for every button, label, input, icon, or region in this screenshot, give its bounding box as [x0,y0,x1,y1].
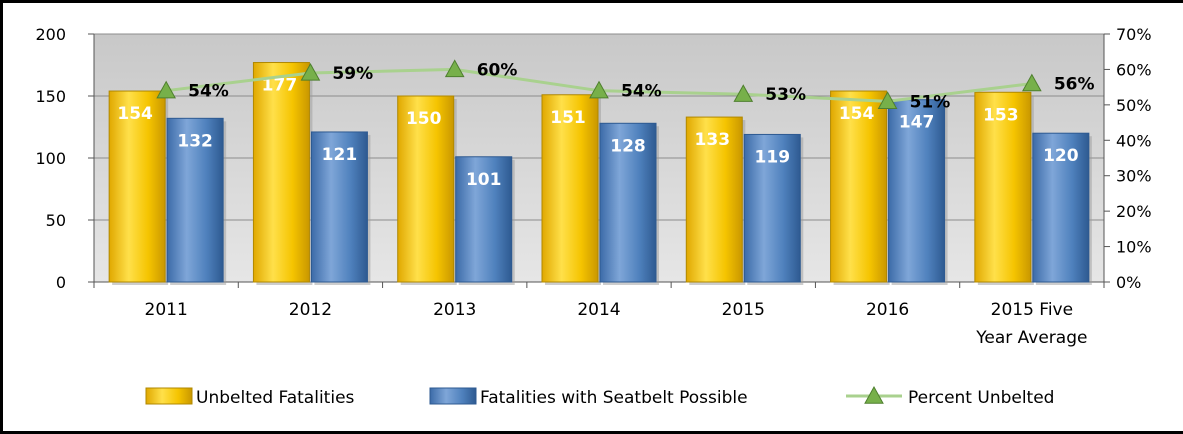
x-tick-label: 2016 [866,300,909,320]
marker-percent-unbelted [156,80,176,99]
y-right-tick-label: 30% [1116,167,1152,186]
y-right-tick-label: 70% [1116,25,1152,44]
y-right-tick-label: 60% [1116,60,1152,79]
marker-percent-unbelted [444,59,465,78]
data-label-seatbelt-possible: 147 [899,113,935,133]
marker-percent-unbelted [733,84,754,102]
marker-percent-unbelted [877,91,898,110]
bar-unbelted [685,116,743,283]
bar-seatbelt-possible [455,156,513,283]
data-label-seatbelt-possible: 132 [177,131,213,151]
data-label-percent-unbelted: 59% [332,64,373,84]
y-right-tick-label: 40% [1116,131,1152,150]
bar-unbelted [397,95,455,283]
data-label-percent-unbelted: 54% [621,82,662,102]
data-label-unbelted: 153 [983,105,1019,125]
data-label-unbelted: 177 [262,76,298,96]
bar-seatbelt-possible [310,131,368,283]
y-right-tick-label: 20% [1116,202,1152,221]
data-label-unbelted: 154 [117,104,153,124]
x-tick-label: 2015 Five Year Average [975,300,1087,348]
x-tick-label: 2012 [289,300,332,320]
y-left-tick-label: 50 [46,211,66,230]
data-label-unbelted: 154 [839,104,875,124]
data-label-seatbelt-possible: 128 [610,136,646,156]
marker-percent-unbelted [300,62,321,81]
y-right-tick-label: 10% [1116,238,1152,257]
data-label-unbelted: 151 [550,108,586,128]
data-label-percent-unbelted: 54% [188,82,229,102]
y-left-tick-label: 0 [56,273,66,292]
legend-label-seatbelt-possible: Fatalities with Seatbelt Possible [480,388,748,408]
y-right-tick-label: 50% [1116,96,1152,115]
legend-label-unbelted: Unbelted Fatalities [196,388,355,408]
data-label-seatbelt-possible: 119 [755,147,791,167]
legend-label-percent-unbelted: Percent Unbelted [908,388,1054,408]
y-right-tick-label: 0% [1116,273,1141,292]
data-label-percent-unbelted: 56% [1054,75,1095,95]
marker-percent-unbelted [1022,73,1042,92]
bar-seatbelt-possible [166,117,224,283]
y-left-tick-label: 150 [35,87,66,106]
bar-seatbelt-possible [888,99,946,283]
data-label-seatbelt-possible: 101 [466,170,502,190]
bar-unbelted [541,94,599,283]
bar-unbelted [830,90,888,283]
data-label-seatbelt-possible: 121 [322,145,358,165]
bar-seatbelt-possible [743,133,801,283]
legend-swatch-seatbelt-possible [429,387,477,405]
x-tick-label: 2011 [145,300,188,320]
y-left-tick-label: 100 [35,149,66,168]
legend-marker-percent-unbelted [864,385,884,404]
legend-swatch-unbelted [145,387,193,405]
bar-seatbelt-possible [1032,132,1090,283]
bar-unbelted [974,91,1032,283]
x-tick-label: 2013 [433,300,476,320]
marker-percent-unbelted [589,80,609,99]
data-label-percent-unbelted: 53% [765,85,806,105]
data-label-seatbelt-possible: 120 [1043,146,1079,166]
data-label-unbelted: 150 [406,109,442,129]
bar-unbelted [108,90,166,283]
data-label-percent-unbelted: 60% [477,60,518,80]
bar-seatbelt-possible [599,122,657,283]
x-tick-label: 2015 [722,300,765,320]
x-tick-label: 2014 [577,300,620,320]
data-label-percent-unbelted: 51% [910,92,951,112]
data-label-unbelted: 133 [695,130,731,150]
y-left-tick-label: 200 [35,25,66,44]
bar-unbelted [252,62,310,283]
